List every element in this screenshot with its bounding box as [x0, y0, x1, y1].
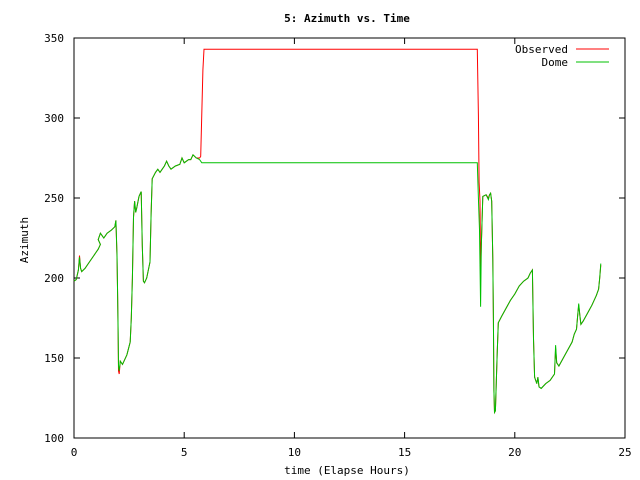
plot-border — [73, 37, 626, 439]
y-tick-label: 350 — [44, 32, 64, 45]
legend-label-dome: Dome — [542, 56, 569, 69]
y-axis-ticks: 100 150 200 250 300 350 — [44, 32, 625, 445]
series-line-dome — [73, 153, 602, 415]
y-tick-label: 100 — [44, 432, 64, 445]
y-tick-label: 300 — [44, 112, 64, 125]
series-line-observed — [73, 48, 602, 415]
x-tick-label: 0 — [71, 446, 78, 459]
x-tick-label: 15 — [398, 446, 411, 459]
y-tick-label: 150 — [44, 352, 64, 365]
x-axis-ticks: 0 5 10 15 20 25 — [71, 38, 632, 459]
x-tick-label: 5 — [181, 446, 188, 459]
series-layer — [73, 48, 602, 415]
legend-label-observed: Observed — [515, 43, 568, 56]
x-tick-label: 25 — [618, 446, 631, 459]
y-tick-label: 250 — [44, 192, 64, 205]
y-axis-label: Azimuth — [18, 217, 31, 263]
plot-area — [73, 37, 626, 439]
x-tick-label: 10 — [288, 446, 301, 459]
x-tick-label: 20 — [508, 446, 521, 459]
x-axis-label: time (Elapse Hours) — [284, 464, 410, 477]
chart-title: 5: Azimuth vs. Time — [284, 12, 410, 25]
y-tick-label: 200 — [44, 272, 64, 285]
